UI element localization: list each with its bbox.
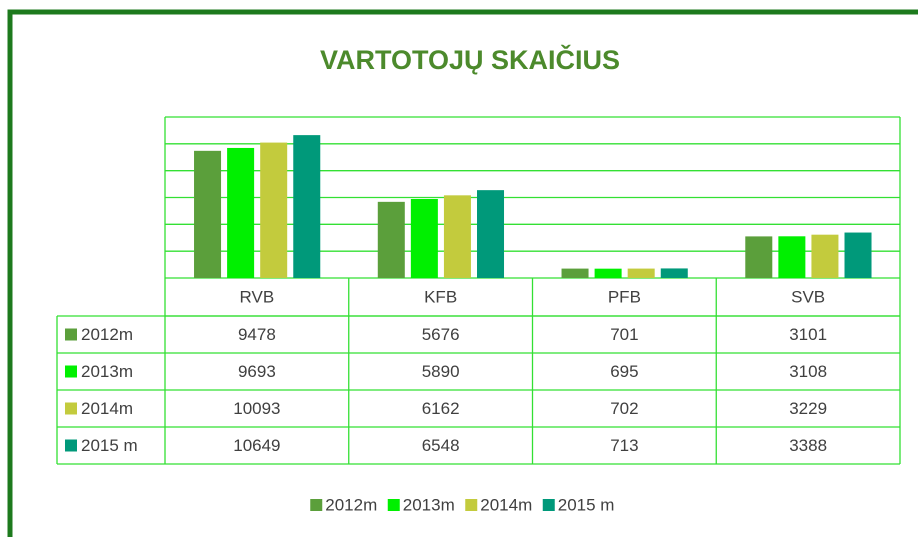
legend-label: 2013m (403, 495, 455, 514)
bar (293, 135, 321, 278)
table-value: 6548 (422, 436, 460, 455)
table-row-label: 2014m (81, 399, 133, 418)
table-value: 3101 (789, 325, 827, 344)
bar (443, 195, 471, 278)
table-value: 5890 (422, 362, 460, 381)
bar (811, 234, 839, 278)
x-tick-label: PFB (608, 287, 641, 306)
bar (594, 268, 622, 278)
frame (7, 9, 918, 537)
table-legend-key (65, 328, 77, 341)
table-legend-key (65, 365, 77, 378)
bar (627, 268, 655, 278)
table-value: 3388 (789, 436, 827, 455)
table-value: 10093 (233, 399, 280, 418)
table-value: 9478 (238, 325, 276, 344)
bar (227, 147, 255, 278)
table-value: 3108 (789, 362, 827, 381)
table-value: 701 (610, 325, 638, 344)
table-value: 3229 (789, 399, 827, 418)
table-legend-key (65, 439, 77, 452)
bar (561, 268, 589, 278)
x-tick-label: RVB (240, 287, 275, 306)
legend-label: 2015 m (558, 495, 615, 514)
bar (660, 268, 688, 278)
table-value: 702 (610, 399, 638, 418)
x-tick-label: KFB (424, 287, 457, 306)
bar (778, 236, 806, 278)
bar (745, 236, 773, 278)
legend-key (465, 499, 478, 511)
bar (410, 198, 438, 278)
table-value: 6162 (422, 399, 460, 418)
table-row-label: 2015 m (81, 436, 138, 455)
chart-title: VARTOTOJŲ SKAIČIUS (320, 44, 620, 75)
bar (477, 190, 505, 278)
legend-key (542, 499, 555, 511)
legend-key (387, 499, 400, 511)
legend-key (310, 499, 323, 511)
table-row-label: 2012m (81, 325, 133, 344)
bar (844, 232, 872, 278)
table-value: 713 (610, 436, 638, 455)
bar (194, 150, 222, 278)
bar (260, 142, 288, 278)
table-legend-key (65, 402, 77, 415)
legend-label: 2014m (480, 495, 532, 514)
legend-label: 2012m (325, 495, 377, 514)
table-value: 5676 (422, 325, 460, 344)
table-value: 10649 (233, 436, 280, 455)
bar (377, 201, 405, 278)
table-row-label: 2013m (81, 362, 133, 381)
table-value: 9693 (238, 362, 276, 381)
x-tick-label: SVB (791, 287, 825, 306)
table-value: 695 (610, 362, 638, 381)
